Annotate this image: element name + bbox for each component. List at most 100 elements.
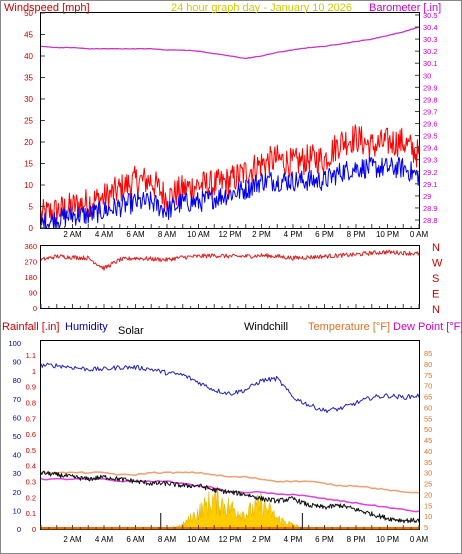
wind-x-tick-label: 2 PM [252,230,271,239]
wind-speed-line [40,124,420,225]
barometer-y-tick-label: 29.9 [423,83,438,92]
temperature-label: Temperature [°F] [308,321,390,333]
wind-x-tick-label: 4 AM [95,230,114,239]
rain-y-tick-label: 0 [32,525,36,534]
humidity-y-tick-label: 0 [17,525,21,534]
wind-x-tick-label: 10 AM [187,230,210,239]
temperature-y-tick-label: 60 [424,403,432,412]
windspeed-label: Windspeed [mph] [4,2,90,14]
barometer-y-tick-label: 30.2 [423,47,438,56]
wind-y-tick-label: 40 [24,52,33,61]
lower-x-tick-label: 4 PM [284,535,303,544]
direction-y-tick-label: 270 [24,258,37,267]
barometer-y-tick-label: 29.4 [423,144,438,153]
barometer-y-tick-label: 30.5 [423,11,438,20]
wind-x-tick-label: 8 AM [158,230,177,239]
lower-x-tick-label: 2 AM [63,535,82,544]
wind-y-tick-label: 20 [24,138,33,147]
temperature-y-tick-label: 80 [424,360,432,369]
rain-y-tick-label: 0.1 [26,509,36,518]
temperature-y-tick-label: 25 [424,480,432,489]
wind-x-tick-label: 6 PM [315,230,334,239]
temperature-y-tick-label: 70 [424,382,432,391]
lower-x-tick-label: 6 AM [126,535,145,544]
wind-x-tick-label: 0 AM [410,230,429,239]
temperature-y-tick-label: 65 [424,393,432,402]
wind-y-tick-label: 10 [24,181,33,190]
wind-x-tick-label: 12 PM [218,230,241,239]
compass-label: W [432,258,443,270]
compass-label: N [432,304,440,316]
temperature-y-tick-label: 45 [424,436,432,445]
lower-x-tick-label: 12 PM [218,535,241,544]
temperature-y-tick-label: 75 [424,371,432,380]
barometer-y-tick-label: 29.6 [423,120,438,129]
compass-label: N [432,242,440,254]
barometer-y-tick-label: 29.8 [423,95,438,104]
temperature-y-tick-label: 85 [424,349,432,358]
solar-label: Solar [118,325,144,337]
direction-y-tick-label: 180 [24,273,37,282]
rain-y-tick-label: 1.1 [26,351,36,360]
lower-x-tick-label: 2 PM [252,535,271,544]
compass-label: E [432,289,439,301]
barometer-y-tick-label: 30.4 [423,23,438,32]
wind-x-tick-label: 8 PM [347,230,366,239]
wind-x-tick-label: 2 AM [63,230,82,239]
barometer-y-tick-label: 30 [423,71,431,80]
lower-x-tick-label: 4 AM [95,535,114,544]
rain-y-tick-label: 0.3 [26,478,36,487]
lower-x-tick-label: 10 PM [376,535,399,544]
barometer-y-tick-label: 28.9 [423,204,438,213]
rain-y-tick-label: 0.2 [26,493,36,502]
wind-y-tick-label: 30 [24,95,33,104]
compass-label: S [432,273,439,285]
direction-y-tick-label: 0 [33,304,37,313]
rain-y-tick-label: 0.4 [26,462,36,471]
humidity-y-tick-label: 20 [13,488,21,497]
wind-y-tick-label: 45 [24,31,33,40]
wind-x-tick-label: 6 AM [126,230,145,239]
lower-x-tick-label: 0 AM [410,535,429,544]
lower-panel-frame [40,340,420,530]
rain-y-tick-label: 0.8 [26,398,36,407]
barometer-y-tick-label: 30.1 [423,59,438,68]
wind-y-tick-label: 0 [29,224,34,233]
barometer-y-tick-label: 29.2 [423,168,438,177]
barometer-y-tick-label: 29.1 [423,180,438,189]
temperature-y-tick-label: 40 [424,447,432,456]
temperature-y-tick-label: 55 [424,414,432,423]
rainfall-label: Rainfall [.in] [2,321,59,333]
direction-y-tick-label: 90 [29,289,37,298]
lower-x-tick-label: 8 AM [158,535,177,544]
temperature-y-tick-label: 15 [424,501,432,510]
temperature-y-tick-label: 50 [424,425,432,434]
humidity-label: Humidity [65,321,108,333]
rain-y-tick-label: 0.9 [26,383,36,392]
barometer-y-tick-label: 29.5 [423,132,438,141]
temperature-y-tick-label: 20 [424,490,432,499]
temperature-y-tick-label: 30 [424,469,432,478]
wind-x-tick-label: 4 PM [284,230,303,239]
rain-y-tick-label: 0.5 [26,446,36,455]
temperature-line [40,471,420,494]
rain-y-tick-label: 0.7 [26,414,36,423]
humidity-y-tick-label: 40 [13,451,21,460]
wind-direction-line [40,249,420,271]
temperature-y-tick-label: 10 [424,512,432,521]
wind-y-tick-label: 15 [24,160,33,169]
barometer-y-tick-label: 29.7 [423,107,438,116]
lower-x-tick-label: 8 PM [347,535,366,544]
wind-x-tick-label: 10 PM [376,230,399,239]
humidity-y-tick-label: 70 [13,395,21,404]
barometer-line [40,26,420,60]
dewpoint-label: Dew Point [°F] [393,321,462,333]
humidity-y-tick-label: 30 [13,469,21,478]
rain-y-tick-label: 1 [32,367,36,376]
barometer-label: Barometer [.in] [369,2,441,14]
barometer-y-tick-label: 29.3 [423,156,438,165]
humidity-y-tick-label: 80 [13,376,21,385]
wind-y-tick-label: 5 [29,203,34,212]
